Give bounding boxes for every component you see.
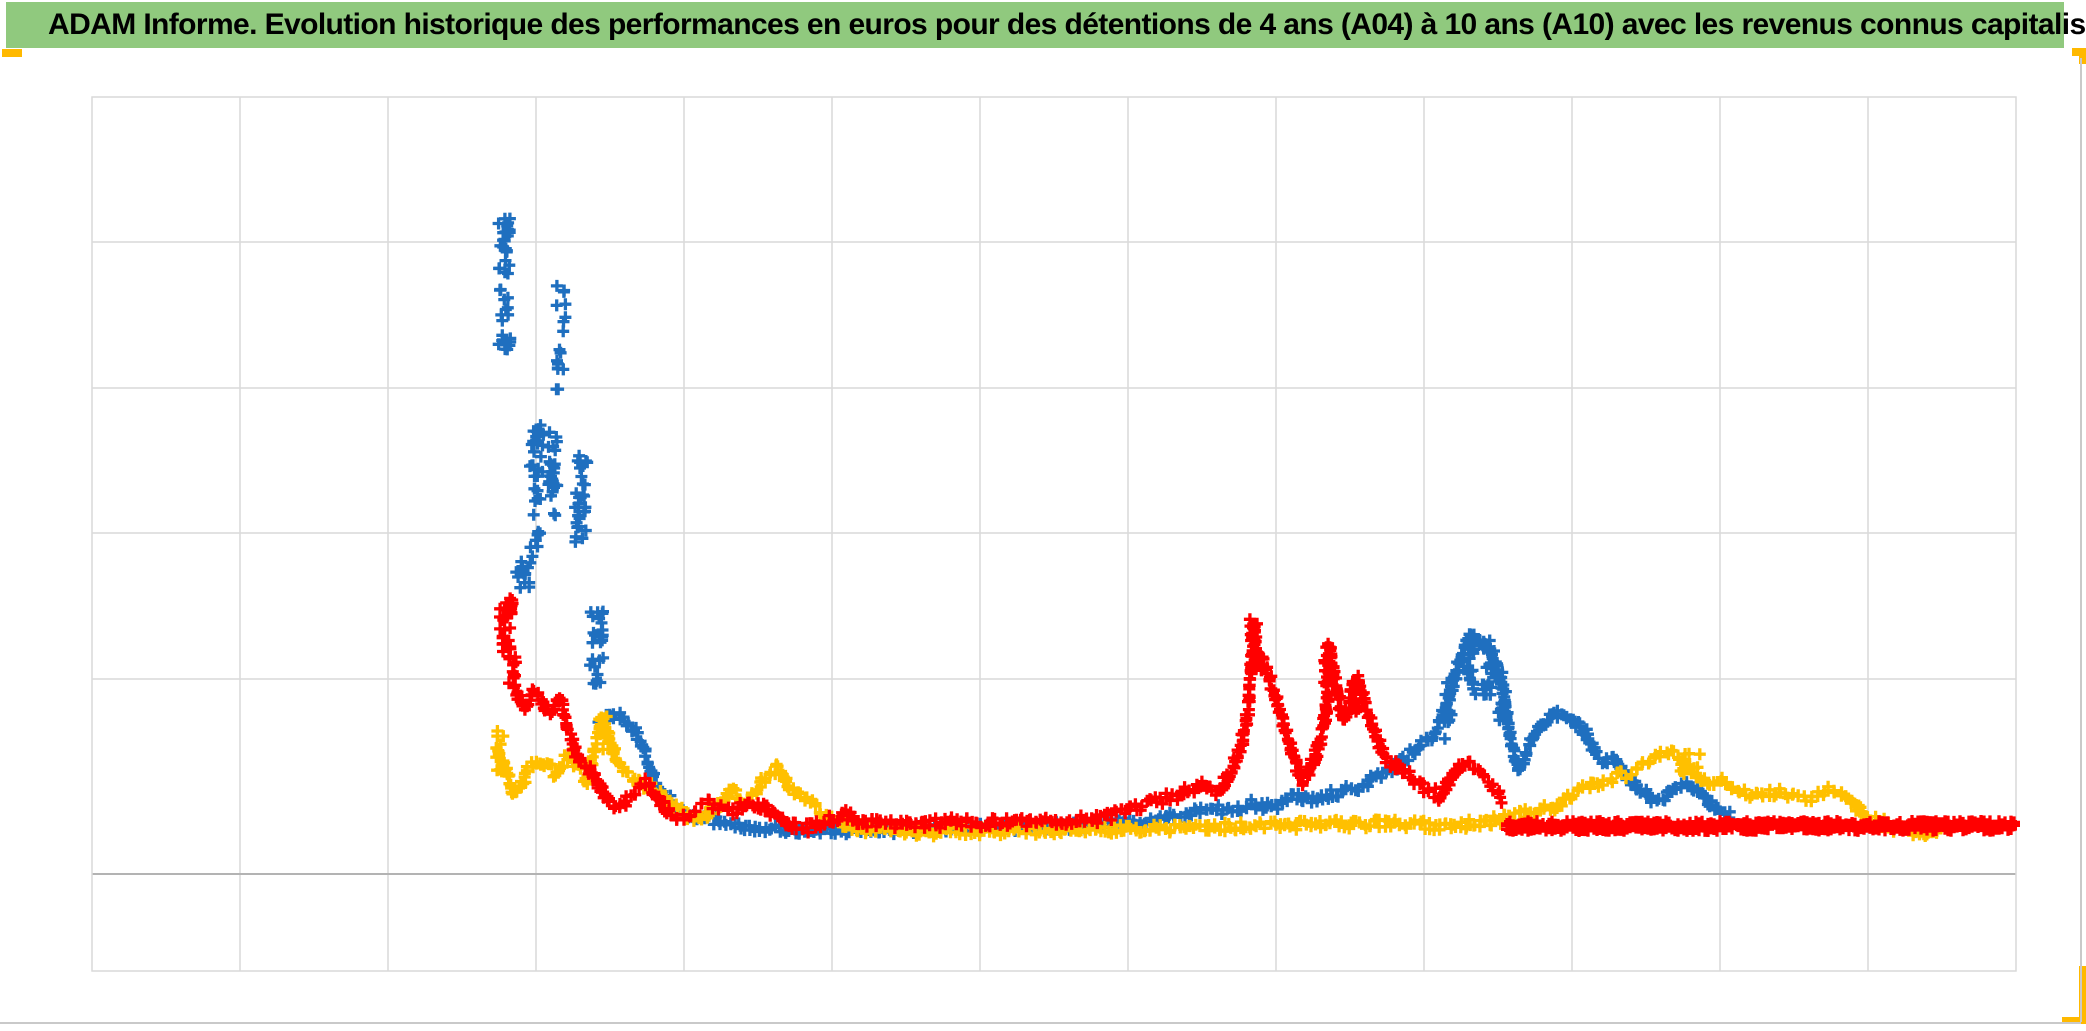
placeholder-frame-right xyxy=(2080,58,2082,1022)
placeholder-handle-top-right-v xyxy=(2079,48,2086,64)
placeholder-frame-bottom xyxy=(0,1022,2081,1024)
slide-title-text: ADAM Informe. Evolution historique des p… xyxy=(48,8,2086,41)
placeholder-handle-bottom-right-h xyxy=(2062,1017,2086,1024)
slide-title-bar[interactable]: ADAM Informe. Evolution historique des p… xyxy=(6,2,2086,48)
placeholder-handle-top-left xyxy=(2,49,22,57)
placeholder-handle-bottom-right-v xyxy=(2079,966,2086,1024)
